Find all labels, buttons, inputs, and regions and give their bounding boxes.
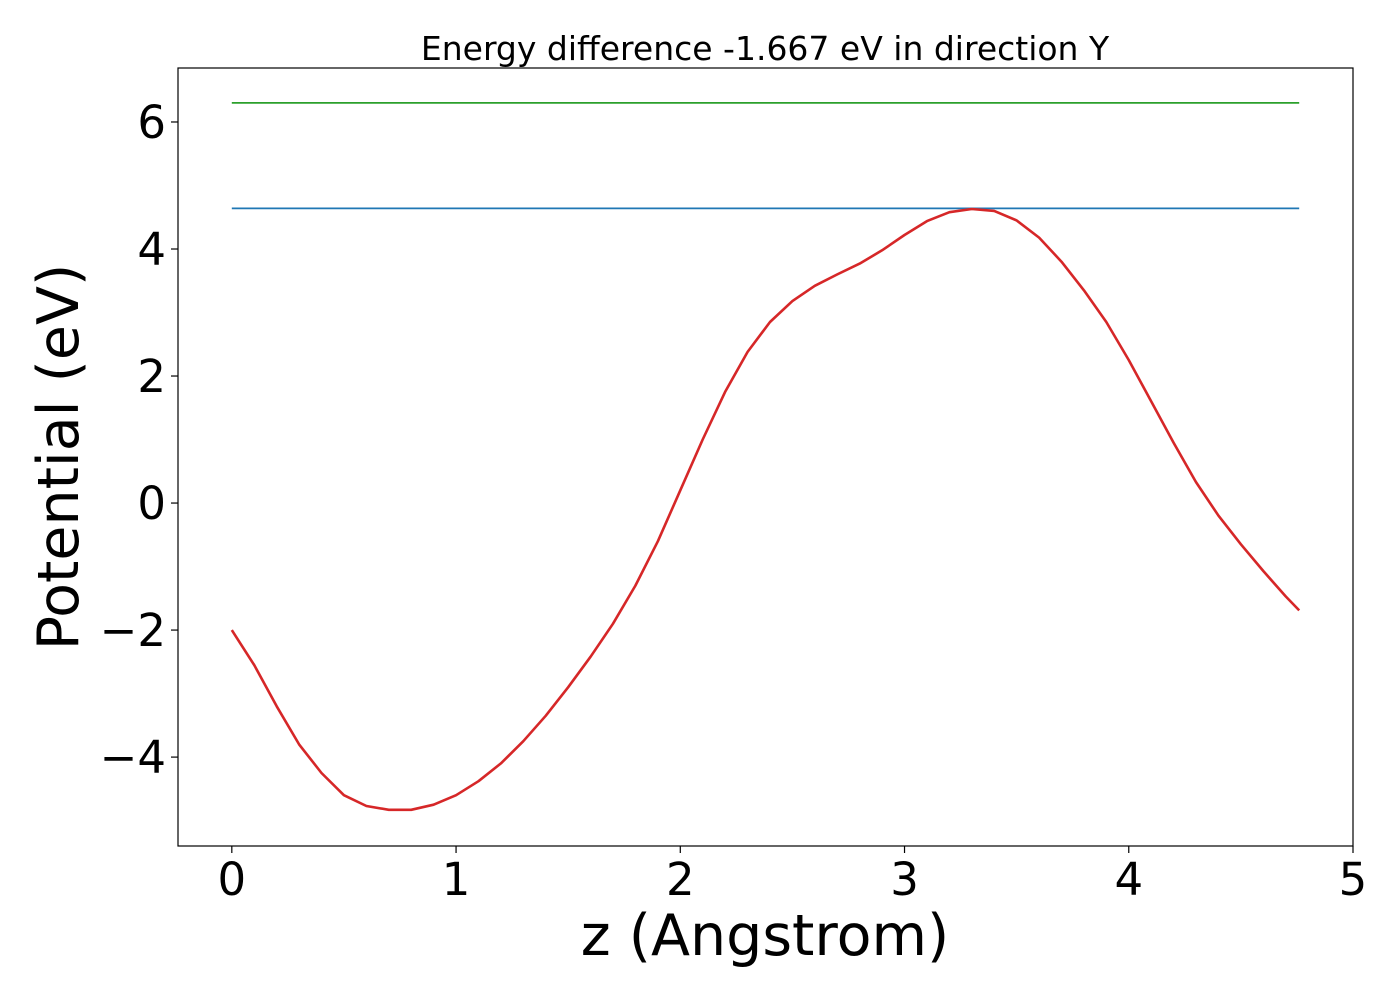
y-tick-label: 2	[137, 350, 166, 403]
x-tick-label: 1	[442, 853, 471, 906]
x-tick-label: 4	[1114, 853, 1143, 906]
y-axis-label: Potential (eV)	[26, 264, 92, 650]
x-tick-label: 2	[666, 853, 695, 906]
y-tick-label: 0	[137, 477, 166, 530]
x-axis-label: z (Angstrom)	[581, 903, 949, 969]
x-axis-ticks: 0 1 2 3 4 5	[217, 846, 1367, 906]
x-tick-label: 0	[217, 853, 246, 906]
x-tick-label: 3	[890, 853, 919, 906]
y-tick-label: 4	[137, 223, 166, 276]
y-axis-ticks: −4 −2 0 2 4 6	[100, 96, 178, 784]
y-tick-label: 6	[137, 96, 166, 149]
series-line-2	[230, 207, 1301, 812]
x-tick-label: 5	[1339, 853, 1368, 906]
plot-frame	[177, 67, 1354, 847]
y-tick-label: −4	[100, 731, 166, 784]
plot-lines	[230, 102, 1301, 812]
chart-title: Energy difference -1.667 eV in direction…	[421, 29, 1110, 68]
y-tick-label: −2	[100, 604, 166, 657]
